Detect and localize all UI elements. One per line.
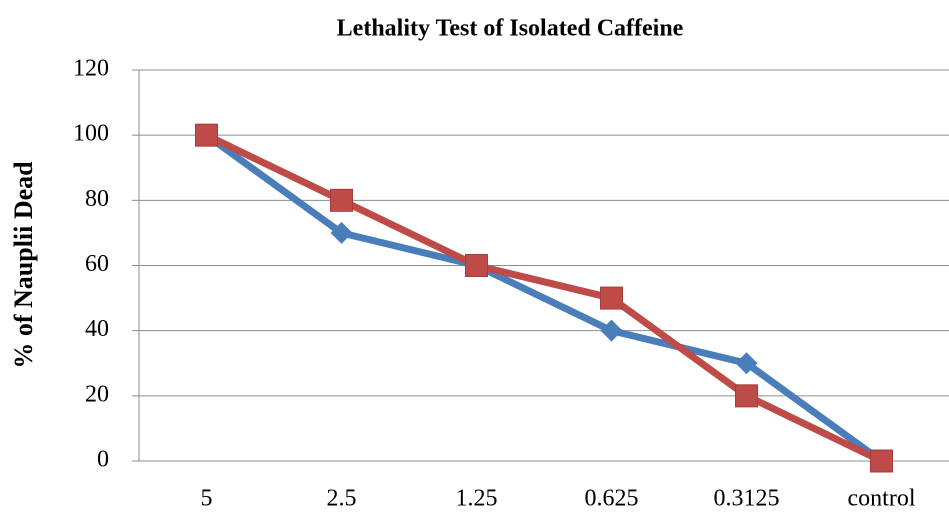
y-tick-label: 100 (73, 121, 109, 147)
y-tick-label: 120 (73, 56, 109, 82)
square-marker (870, 449, 893, 473)
y-tick-label: 60 (85, 251, 109, 277)
y-tick-label: 80 (85, 186, 109, 212)
chart-title: Lethality Test of Isolated Caffeine (337, 16, 684, 42)
x-tick-label: 0.625 (585, 486, 639, 512)
y-tick-label: 20 (85, 381, 109, 407)
y-axis-label: % of Nauplii Dead (9, 161, 38, 369)
square-marker (330, 188, 353, 212)
diamond-marker (600, 319, 623, 342)
series-line (204, 132, 884, 464)
x-tick-label: 0.3125 (714, 486, 780, 512)
diamond-marker (330, 221, 353, 244)
x-tick-label: 5 (201, 486, 213, 512)
x-tick-label: 2.5 (327, 486, 357, 512)
square-marker (735, 384, 758, 408)
y-tick-label: 0 (97, 447, 109, 473)
square-marker (600, 286, 623, 310)
y-tick-label: 40 (85, 316, 109, 342)
x-tick-label: 1.25 (456, 486, 498, 512)
diamond-marker (735, 352, 758, 375)
x-tick-label: control (848, 486, 916, 512)
square-marker (195, 123, 218, 147)
square-marker (465, 254, 488, 277)
series-line (204, 132, 884, 465)
